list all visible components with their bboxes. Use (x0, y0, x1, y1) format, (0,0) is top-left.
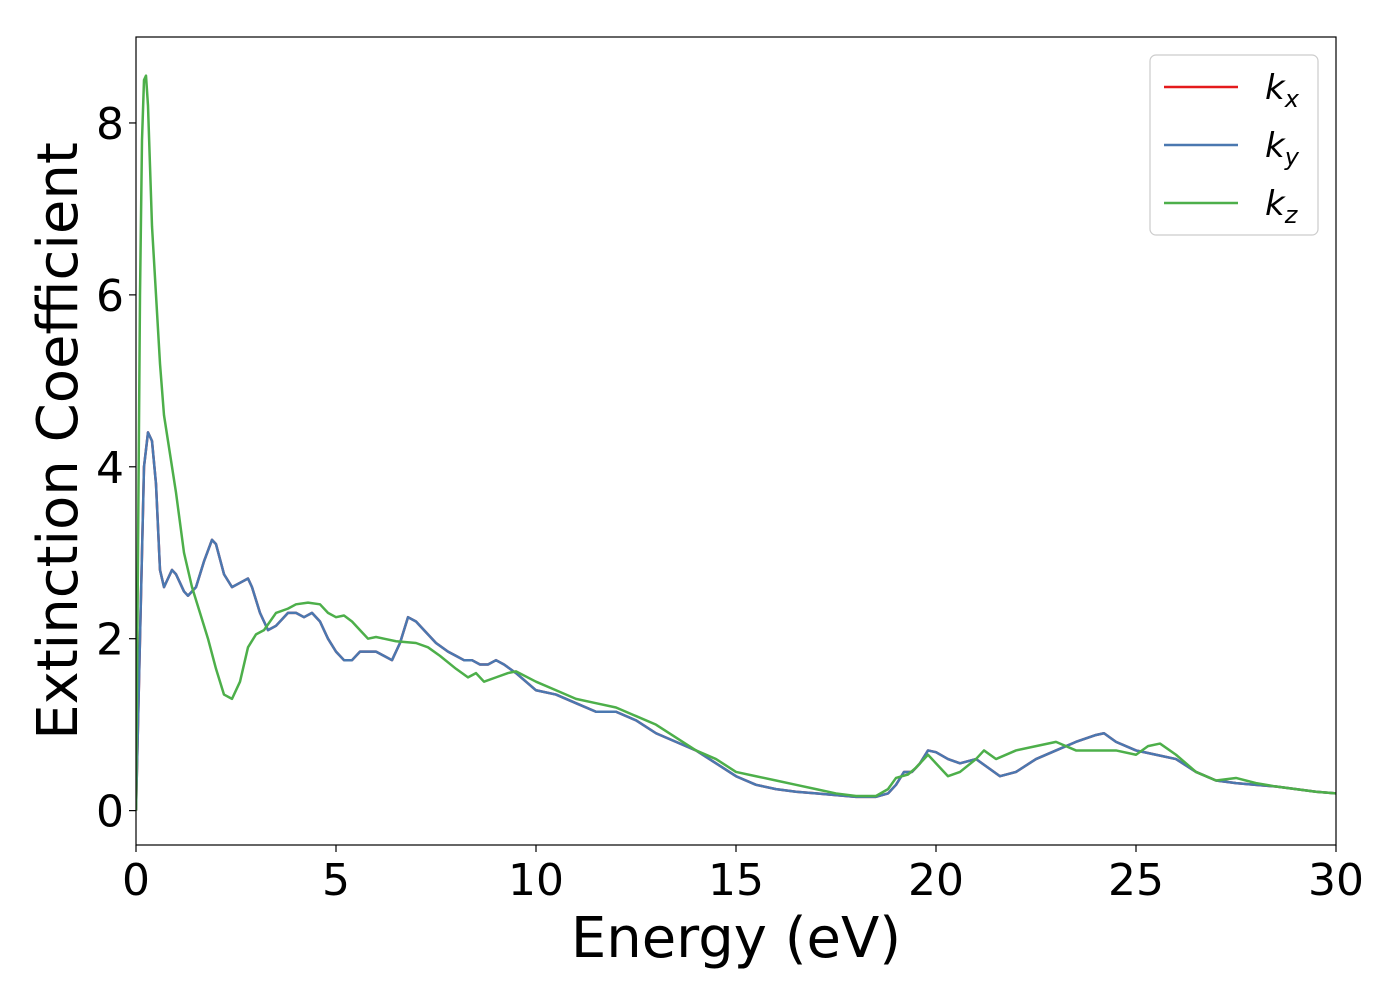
legend-label-k-x: kx (1265, 68, 1300, 113)
y-tick-label: 8 (96, 99, 124, 150)
x-tick-label: 5 (322, 855, 350, 906)
x-tick-label: 30 (1308, 855, 1364, 906)
y-tick-label: 4 (96, 443, 124, 494)
x-tick-label: 15 (708, 855, 764, 906)
series-line-k-y (136, 431, 1336, 811)
x-tick-label: 10 (508, 855, 564, 906)
y-tick-label: 2 (96, 615, 124, 666)
y-tick-label: 6 (96, 271, 124, 322)
x-tick-label: 20 (908, 855, 964, 906)
legend-label-k-z: kz (1265, 184, 1299, 229)
x-axis: 0 5 10 15 20 25 30 (122, 845, 1364, 906)
legend: kx ky kz (1149, 54, 1319, 236)
x-tick-label: 0 (122, 855, 150, 906)
series-line-k-z (136, 74, 1336, 811)
legend-label-k-y: ky (1265, 126, 1300, 171)
y-axis-label: Extinction Coefficient (26, 142, 91, 740)
x-axis-label: Energy (eV) (571, 906, 901, 971)
series-layer (136, 74, 1336, 811)
y-tick-label: 0 (96, 787, 124, 838)
y-axis: 0 2 4 6 8 (96, 99, 136, 838)
x-tick-label: 25 (1108, 855, 1164, 906)
